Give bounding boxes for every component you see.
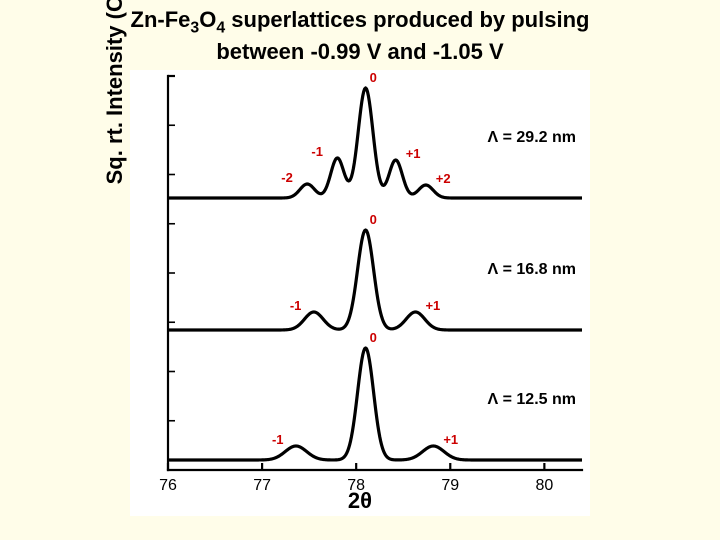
peak-label: +2 [436,171,451,186]
peak-label: -1 [290,298,302,313]
chart-area: 76777879800-1+1-2+2Λ = 29.2 nm0-1+1Λ = 1… [130,70,590,516]
title-line-1: Zn-Fe3O4 superlattices produced by pulsi… [0,6,720,38]
peak-label: 0 [370,70,377,85]
slide: Zn-Fe3O4 superlattices produced by pulsi… [0,0,720,540]
peak-label: +1 [406,146,421,161]
peak-label: -2 [281,170,293,185]
lambda-label: Λ = 12.5 nm [488,391,577,408]
slide-title: Zn-Fe3O4 superlattices produced by pulsi… [0,0,720,66]
title-line-2: between -0.99 V and -1.05 V [0,38,720,66]
chart-svg: 76777879800-1+1-2+2Λ = 29.2 nm0-1+1Λ = 1… [130,70,590,516]
peak-label: -1 [272,432,284,447]
peak-label: 0 [370,330,377,345]
peak-label: +1 [425,298,440,313]
peak-label: +1 [443,432,458,447]
x-axis-label: 2θ [130,488,590,514]
lambda-label: Λ = 16.8 nm [488,261,577,278]
trace-curve [168,230,582,330]
lambda-label: Λ = 29.2 nm [488,129,577,146]
peak-label: -1 [311,144,323,159]
peak-label: 0 [370,212,377,227]
